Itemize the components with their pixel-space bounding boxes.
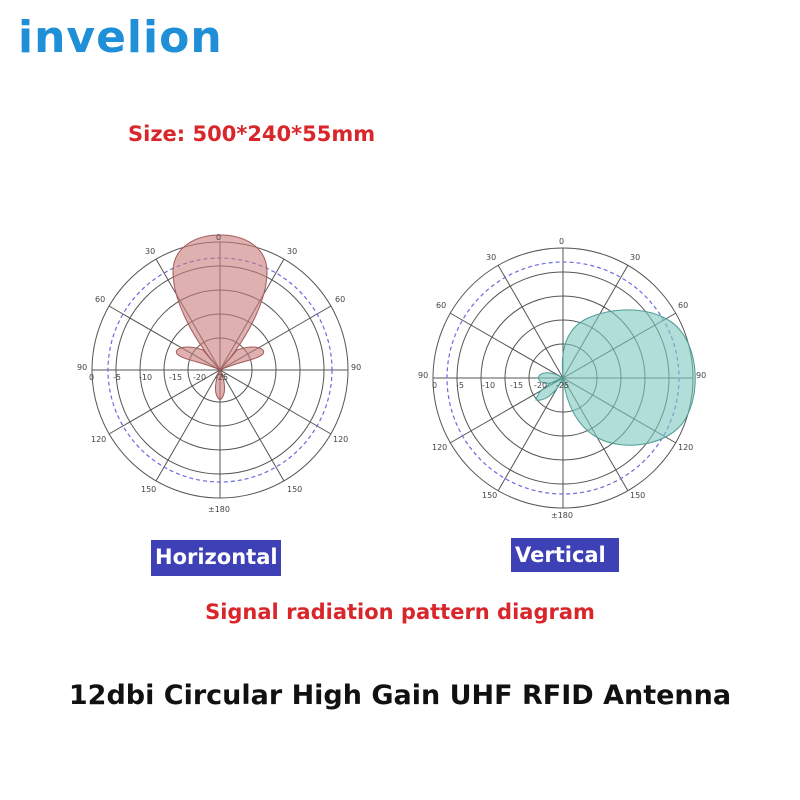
radial-label: -20 [534,381,547,390]
angle-label: 120 [678,443,693,452]
angle-label: ±180 [551,511,573,520]
vertical-main-lobe [561,309,696,446]
angle-label: 150 [630,491,645,500]
angle-label: 30 [486,253,496,262]
angle-label: 30 [630,253,640,262]
angle-label: 30 [145,247,155,256]
radial-label: -20 [193,373,206,382]
radial-label: -10 [139,373,152,382]
brand-logo-text: invelion [18,12,223,63]
horizontal-radial-labels: 0 -5 -10 -15 -20 -25 [89,373,228,382]
product-title: 12dbi Circular High Gain UHF RFID Antenn… [68,680,732,711]
vertical-polar-diagram: 0 30 30 60 60 90 90 120 120 150 150 ±180… [410,230,720,520]
angle-label: 150 [141,485,156,494]
angle-label: 60 [335,295,345,304]
angle-label: ±180 [208,505,230,514]
horizontal-main-lobe [172,234,268,371]
horizontal-polar-diagram: 0 30 30 60 60 90 90 120 120 150 150 ±180… [75,230,375,520]
angle-label: 0 [216,233,221,242]
radial-label: -15 [169,373,182,382]
radial-label: 0 [432,381,437,390]
radial-label: 0 [89,373,94,382]
radial-label: -5 [456,381,464,390]
diagram-subtitle: Signal radiation pattern diagram [205,600,595,624]
radial-label: -15 [510,381,523,390]
horizontal-side-lobes [175,346,265,401]
vertical-back-lobes [535,372,564,401]
vertical-radial-labels: 0 -5 -10 -15 -20 -25 [432,381,569,390]
angle-label: 90 [351,363,361,372]
angle-label: 150 [482,491,497,500]
vertical-tag: Vertical [511,538,619,572]
angle-label: 0 [559,237,564,246]
angle-label: 120 [91,435,106,444]
radial-label: -5 [113,373,121,382]
radial-label: -10 [482,381,495,390]
angle-label: 120 [432,443,447,452]
angle-label: 150 [287,485,302,494]
horizontal-angle-labels: 0 30 30 60 60 90 90 120 120 150 150 ±180 [77,233,361,514]
angle-label: 60 [436,301,446,310]
size-label: Size: 500*240*55mm [128,122,376,146]
angle-label: 120 [333,435,348,444]
radial-label: -25 [215,373,228,382]
angle-label: 60 [95,295,105,304]
vertical-polar-svg: 0 30 30 60 60 90 90 120 120 150 150 ±180… [418,237,706,520]
radial-label: -25 [556,381,569,390]
angle-label: 90 [77,363,87,372]
horizontal-polar-svg: 0 30 30 60 60 90 90 120 120 150 150 ±180… [77,233,361,514]
angle-label: 60 [678,301,688,310]
angle-label: 90 [418,371,428,380]
vertical-angle-labels: 0 30 30 60 60 90 90 120 120 150 150 ±180 [418,237,706,520]
horizontal-tag: Horizontal [151,540,281,576]
angle-label: 90 [696,371,706,380]
angle-label: 30 [287,247,297,256]
